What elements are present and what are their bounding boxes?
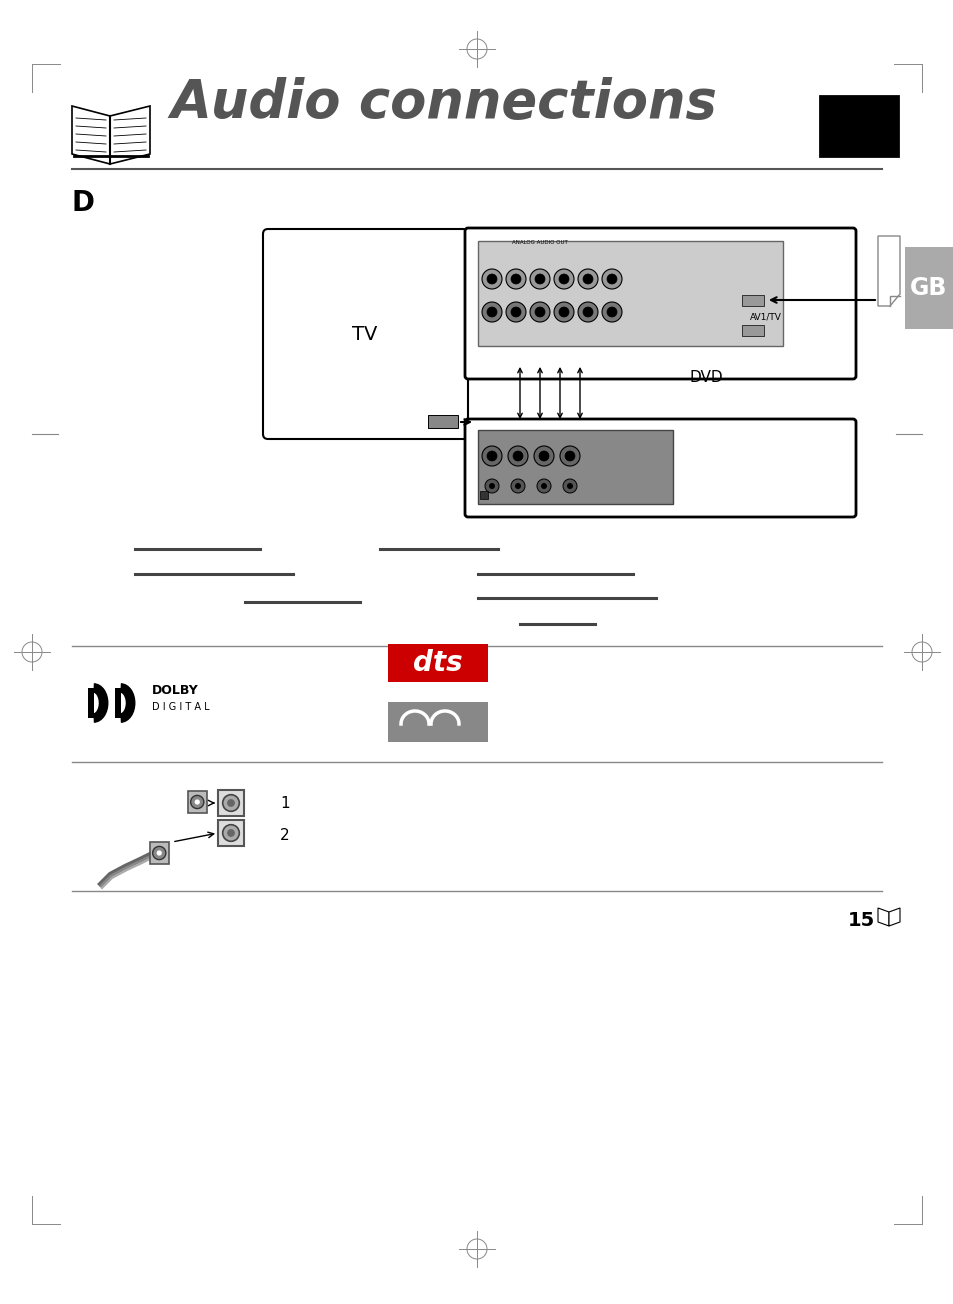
FancyBboxPatch shape <box>263 230 468 439</box>
Circle shape <box>582 274 593 284</box>
Circle shape <box>601 303 621 322</box>
Circle shape <box>511 479 524 493</box>
Circle shape <box>486 451 497 462</box>
Circle shape <box>511 306 520 317</box>
Circle shape <box>530 269 550 289</box>
Bar <box>218 790 244 816</box>
Circle shape <box>515 482 520 489</box>
FancyBboxPatch shape <box>464 228 855 379</box>
Circle shape <box>481 446 501 466</box>
Circle shape <box>606 306 617 317</box>
Bar <box>88 689 93 719</box>
Circle shape <box>156 850 162 855</box>
Circle shape <box>601 269 621 289</box>
Polygon shape <box>71 106 110 164</box>
Circle shape <box>486 274 497 284</box>
Text: D: D <box>71 189 95 216</box>
Circle shape <box>566 482 573 489</box>
Circle shape <box>559 446 579 466</box>
Bar <box>115 689 120 719</box>
Circle shape <box>152 846 166 859</box>
Text: ANALOG AUDIO OUT: ANALOG AUDIO OUT <box>512 240 567 245</box>
Bar <box>477 241 782 346</box>
Polygon shape <box>888 908 899 926</box>
Circle shape <box>513 451 522 462</box>
Circle shape <box>535 274 544 284</box>
Bar <box>388 644 488 682</box>
Circle shape <box>222 794 239 811</box>
Bar <box>188 792 207 812</box>
Bar <box>388 702 488 742</box>
Polygon shape <box>877 236 899 306</box>
Circle shape <box>530 303 550 322</box>
Circle shape <box>534 446 554 466</box>
Circle shape <box>582 306 593 317</box>
Circle shape <box>578 269 598 289</box>
Circle shape <box>538 451 548 462</box>
Text: 15: 15 <box>847 911 874 930</box>
Circle shape <box>562 479 577 493</box>
Circle shape <box>486 306 497 317</box>
Circle shape <box>554 269 574 289</box>
Polygon shape <box>110 106 150 164</box>
Circle shape <box>484 479 498 493</box>
Text: Audio connections: Audio connections <box>170 77 716 129</box>
Bar <box>150 842 169 865</box>
Circle shape <box>505 303 525 322</box>
Circle shape <box>535 306 544 317</box>
Text: DVD: DVD <box>689 370 723 385</box>
Text: AV1/TV: AV1/TV <box>749 312 781 321</box>
Circle shape <box>540 482 546 489</box>
Circle shape <box>507 446 527 466</box>
Circle shape <box>481 269 501 289</box>
Polygon shape <box>877 908 888 926</box>
Circle shape <box>606 274 617 284</box>
Text: TV: TV <box>352 325 377 343</box>
Circle shape <box>537 479 551 493</box>
Text: dts: dts <box>413 649 462 677</box>
Circle shape <box>194 799 200 805</box>
Bar <box>904 246 953 329</box>
Bar <box>218 820 244 846</box>
Text: DOLBY: DOLBY <box>152 683 198 696</box>
Text: D I G I T A L: D I G I T A L <box>152 702 210 712</box>
Circle shape <box>481 303 501 322</box>
Bar <box>741 325 763 336</box>
Text: GB: GB <box>909 276 946 300</box>
Circle shape <box>489 482 495 489</box>
Bar <box>820 96 897 156</box>
Circle shape <box>227 829 234 837</box>
Circle shape <box>222 824 239 841</box>
Circle shape <box>558 274 568 284</box>
Circle shape <box>191 795 204 808</box>
Circle shape <box>511 274 520 284</box>
Bar <box>479 492 488 499</box>
Circle shape <box>505 269 525 289</box>
Bar <box>741 295 763 306</box>
Circle shape <box>554 303 574 322</box>
Text: 1: 1 <box>280 795 290 811</box>
Bar <box>428 415 457 428</box>
Circle shape <box>564 451 575 462</box>
Circle shape <box>558 306 568 317</box>
Circle shape <box>227 799 234 807</box>
Circle shape <box>578 303 598 322</box>
Bar <box>477 430 672 505</box>
Text: 2: 2 <box>280 828 290 844</box>
FancyBboxPatch shape <box>464 419 855 516</box>
